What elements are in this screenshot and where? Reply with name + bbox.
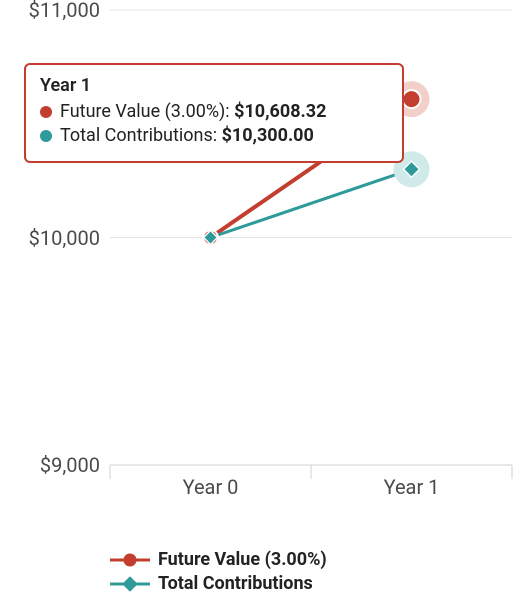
tooltip-label-total-contributions: Total Contributions: — [60, 124, 222, 148]
circle-marker-icon — [124, 554, 137, 567]
legend-label-future-value: Future Value (3.00%) — [158, 548, 327, 572]
chart-legend: Future Value (3.00%) Total Contributions — [110, 548, 327, 597]
tooltip-row-future-value: Future Value (3.00%): $10,608.32 — [40, 100, 388, 124]
x-axis-label-year1: Year 1 — [362, 475, 462, 499]
y-axis-label-11000: $11,000 — [29, 0, 100, 22]
tooltip-value-total-contributions: $10,300.00 — [222, 124, 314, 148]
x-axis-label-year0: Year 0 — [161, 475, 261, 499]
diamond-marker-icon — [122, 577, 138, 593]
tooltip-dot-total-contributions — [40, 130, 52, 142]
y-axis-label-10000: $10,000 — [29, 226, 100, 250]
tooltip-row-total-contributions: Total Contributions: $10,300.00 — [40, 124, 388, 148]
chart-tooltip: Year 1 Future Value (3.00%): $10,608.32 … — [24, 63, 404, 163]
tooltip-dot-future-value — [40, 106, 52, 118]
legend-item-total-contributions[interactable]: Total Contributions — [110, 572, 327, 596]
legend-symbol-future-value — [110, 549, 150, 571]
tooltip-title: Year 1 — [40, 75, 388, 96]
tooltip-label-future-value: Future Value (3.00%): — [60, 100, 234, 124]
y-axis-label-9000: $9,000 — [40, 453, 100, 477]
legend-label-total-contributions: Total Contributions — [158, 572, 313, 596]
tooltip-value-future-value: $10,608.32 — [234, 100, 326, 124]
legend-symbol-total-contributions — [110, 573, 150, 595]
legend-item-future-value[interactable]: Future Value (3.00%) — [110, 548, 327, 572]
growth-chart: $11,000 $10,000 $9,000 Year 0 Year 1 Yea… — [0, 0, 524, 530]
